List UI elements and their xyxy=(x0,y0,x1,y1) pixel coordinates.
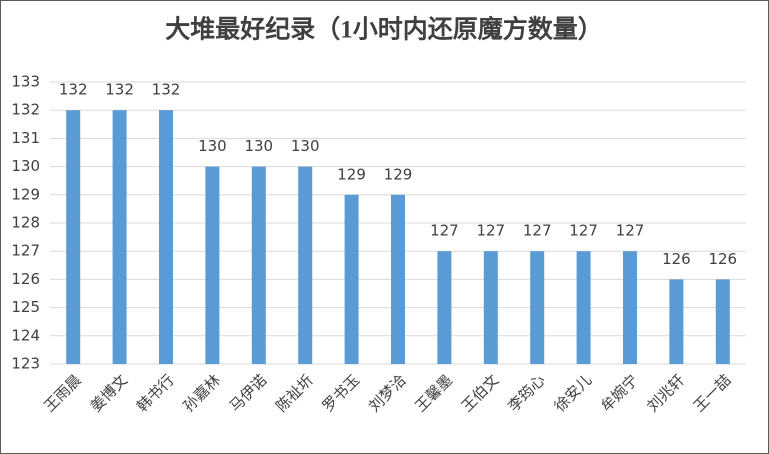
data-label: 126 xyxy=(708,250,737,268)
y-tick-label: 128 xyxy=(11,214,40,232)
bar xyxy=(715,279,730,364)
bar xyxy=(391,194,405,364)
y-tick-label: 130 xyxy=(11,157,40,175)
bar xyxy=(623,251,637,364)
y-tick-label: 129 xyxy=(11,185,40,203)
data-label: 130 xyxy=(198,137,227,155)
data-label: 132 xyxy=(105,81,134,99)
bar xyxy=(112,110,127,364)
data-label: 127 xyxy=(430,222,459,240)
bar xyxy=(669,279,684,364)
data-label: 127 xyxy=(569,222,598,240)
bar xyxy=(66,110,81,364)
data-label: 129 xyxy=(384,165,413,183)
chart-title: 大堆最好纪录（1小时内还原魔方数量） xyxy=(165,15,603,44)
bar xyxy=(159,110,173,364)
data-label: 130 xyxy=(244,137,273,155)
data-label: 132 xyxy=(152,81,181,99)
data-label: 127 xyxy=(616,222,645,240)
data-label: 127 xyxy=(523,222,552,240)
data-label: 127 xyxy=(476,222,505,240)
bar xyxy=(205,166,220,364)
bar xyxy=(298,166,313,364)
data-label: 130 xyxy=(291,137,320,155)
bar xyxy=(530,251,545,364)
y-tick-label: 133 xyxy=(11,73,40,91)
bar xyxy=(437,251,452,364)
y-tick-label: 131 xyxy=(11,129,40,147)
y-tick-label: 132 xyxy=(11,101,40,119)
y-tick-label: 124 xyxy=(11,326,40,344)
data-label: 129 xyxy=(337,165,366,183)
y-tick-label: 127 xyxy=(11,242,40,260)
bar xyxy=(251,166,266,364)
bar xyxy=(344,194,359,364)
data-label: 132 xyxy=(59,81,88,99)
y-tick-label: 126 xyxy=(11,270,40,288)
y-tick-label: 123 xyxy=(11,355,40,373)
y-tick-label: 125 xyxy=(11,298,40,316)
bar xyxy=(576,251,591,364)
data-label: 126 xyxy=(662,250,691,268)
bar xyxy=(483,251,498,364)
